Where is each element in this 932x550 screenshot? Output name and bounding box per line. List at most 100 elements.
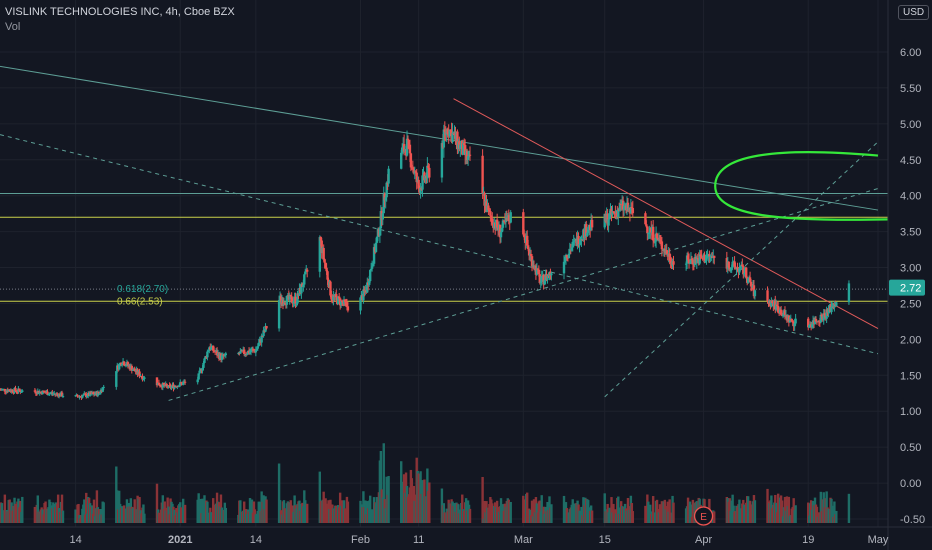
candle-body [8, 389, 11, 391]
candle-body [372, 247, 376, 264]
volume-bar [382, 443, 385, 523]
candle-body [306, 269, 309, 272]
candle-body [462, 143, 465, 155]
candle-body [131, 369, 134, 371]
volume-bar [562, 495, 566, 523]
candle-body [245, 353, 249, 355]
candle-body [530, 256, 534, 267]
candle-body [173, 385, 176, 389]
price-tick-label: 3.50 [900, 227, 921, 239]
candle-body [659, 240, 663, 242]
candle-body [507, 215, 510, 221]
candle-body [770, 300, 773, 307]
candle-body [668, 253, 671, 261]
candle-body [243, 349, 246, 355]
candle-body [383, 193, 386, 201]
volume-bar [612, 503, 615, 523]
candle-body [206, 351, 209, 358]
price-tick-label: 5.00 [900, 119, 921, 131]
volume-bar [753, 500, 757, 523]
candle-body [426, 165, 429, 179]
currency-button[interactable]: USD [898, 5, 930, 20]
candle-body [587, 229, 590, 233]
volume-bar [83, 499, 86, 523]
candle-body [133, 368, 136, 372]
candle-body [648, 232, 651, 234]
candle-body [368, 281, 371, 285]
volume-bar [738, 499, 741, 523]
candle-body [498, 224, 502, 238]
candle-body [542, 274, 545, 285]
time-tick-label: 14 [69, 534, 81, 546]
price-tick-label: 4.00 [900, 191, 921, 203]
candle-body [210, 347, 213, 350]
candle-body [684, 263, 688, 265]
volume-bar [306, 503, 309, 523]
volume-bar [379, 450, 383, 523]
candle-body [775, 304, 778, 310]
symbol-title[interactable]: VISLINK TECHNOLOGIES INC, 4h, Cboe BZX [5, 6, 235, 18]
price-tick-label: 5.50 [900, 83, 921, 95]
candle-body [742, 266, 745, 275]
candle-body [820, 314, 823, 317]
candle-body [672, 261, 675, 265]
volume-bar [8, 499, 11, 523]
candle-body [565, 254, 569, 258]
candle-body [322, 248, 325, 260]
candle-body [296, 293, 299, 304]
price-tick-label: 2.50 [900, 298, 921, 310]
candle-body [122, 361, 126, 366]
candle-body [384, 197, 387, 201]
candle-body [212, 350, 216, 352]
candle-body [302, 284, 305, 287]
candle-body [729, 268, 732, 271]
time-tick-label: 2021 [168, 534, 192, 546]
candle-body [264, 325, 267, 332]
candle-body [734, 266, 737, 269]
candle-body [379, 211, 383, 229]
candle-body [653, 241, 657, 243]
candle-body [300, 283, 303, 294]
candle-body [196, 379, 199, 383]
candle-body [766, 290, 769, 301]
fib-level-label: 0.618(2.70) [117, 284, 168, 295]
candle-body [143, 377, 146, 379]
volume-bar [133, 499, 136, 523]
candle-body [43, 391, 46, 393]
candle-body [706, 256, 709, 258]
volume-bar [649, 504, 652, 523]
volume-bar [780, 500, 784, 523]
candle-body [645, 224, 648, 227]
candle-body [833, 304, 836, 308]
volume-bar [831, 505, 834, 523]
volume-bar [468, 508, 472, 523]
candle-body [538, 274, 541, 284]
candle-body [749, 281, 753, 287]
candle-body [788, 320, 792, 323]
candle-body [203, 358, 206, 363]
price-tick-label: 2.00 [900, 334, 921, 346]
candle-body [33, 390, 37, 392]
candle-body [4, 391, 8, 393]
candle-body [329, 281, 332, 296]
price-axis[interactable]: 6.00 5.50 5.00 4.50 4.00 3.50 3.00 2.50 2.00 1.50… [887, 0, 925, 550]
candle-body [344, 301, 348, 303]
candle-body [585, 224, 588, 237]
candle-body [101, 387, 104, 392]
volume-bar [206, 501, 209, 523]
time-axis[interactable]: 14 2021 14 Feb 11 Mar 15 Apr 19 May [0, 526, 932, 546]
candle-body [644, 213, 647, 225]
volume-bar [85, 492, 88, 523]
candle-body [608, 213, 611, 220]
candle-body [415, 172, 418, 183]
candle-body [323, 259, 326, 263]
candle-body [124, 365, 128, 367]
candle-body [771, 300, 774, 304]
trendlines: 0.618(2.70)0.66(2.53) [0, 65, 888, 401]
candle-body [262, 330, 265, 337]
candlesticks [0, 121, 851, 400]
price-tick-label: 1.00 [900, 406, 921, 418]
volume-bar [318, 471, 322, 523]
candle-body [427, 165, 430, 168]
